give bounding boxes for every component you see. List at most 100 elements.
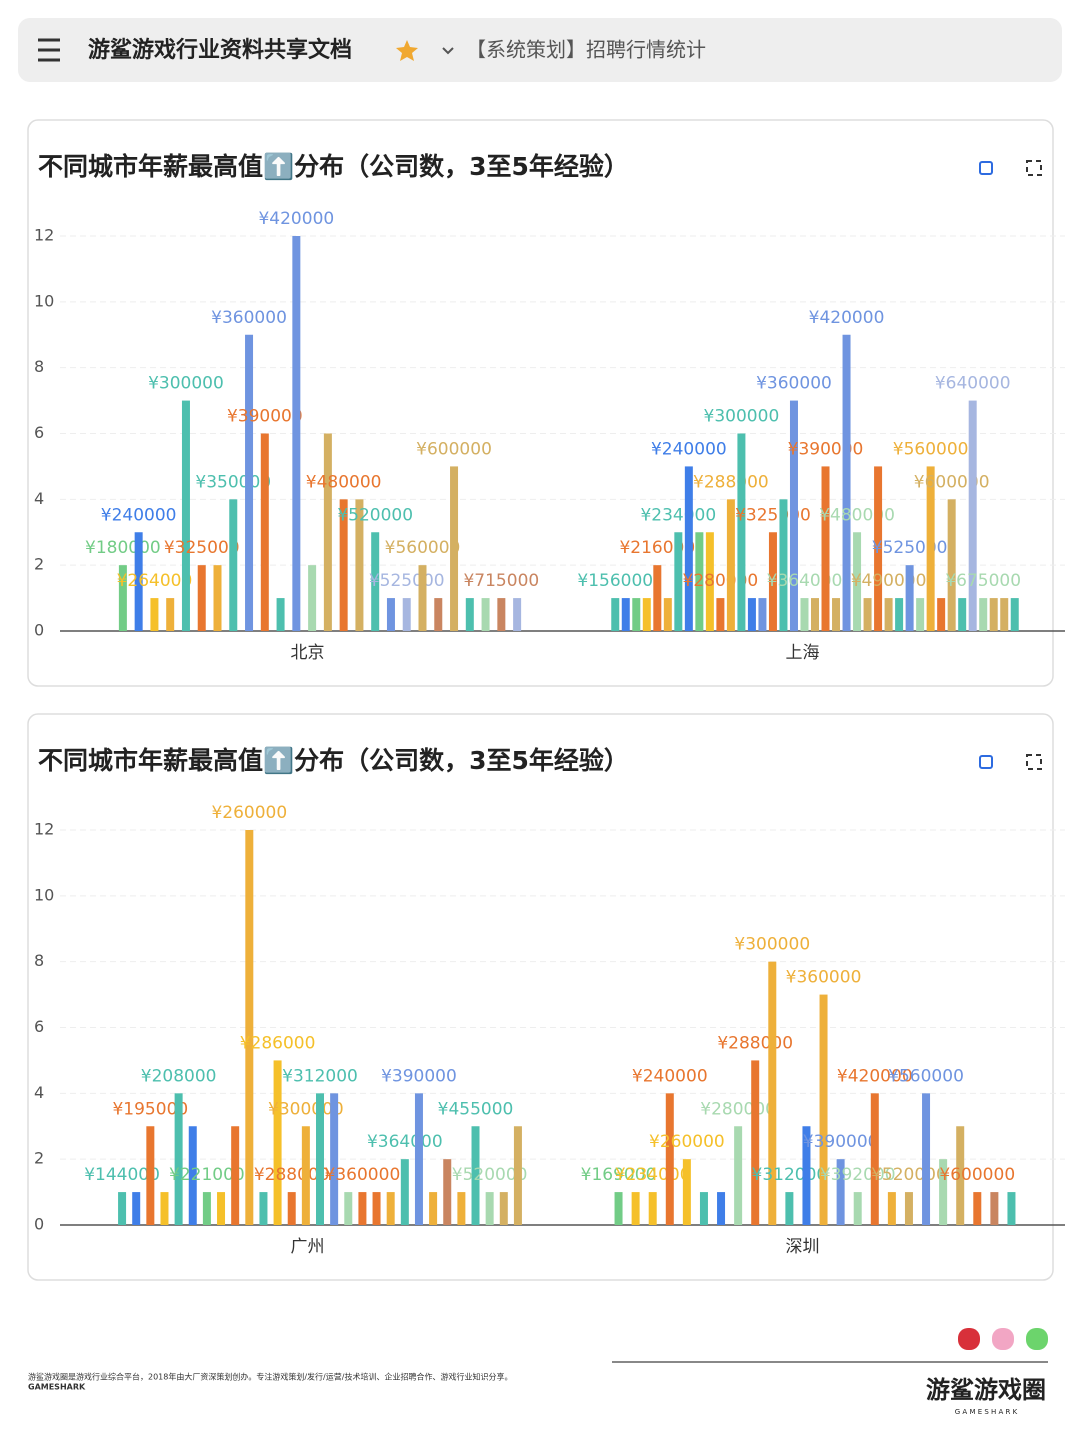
bar-label: ¥360000 bbox=[211, 308, 287, 328]
bar-label: ¥156000 bbox=[577, 571, 653, 591]
y-tick-label: 10 bbox=[34, 291, 54, 310]
bar bbox=[611, 598, 620, 631]
bar-label: ¥364000 bbox=[767, 571, 843, 591]
y-tick-label: 6 bbox=[34, 1017, 44, 1036]
bar bbox=[737, 433, 746, 631]
bar bbox=[497, 598, 506, 631]
bar-label: ¥520000 bbox=[337, 505, 413, 525]
bar bbox=[481, 598, 490, 631]
bar bbox=[1007, 1192, 1016, 1225]
bar bbox=[188, 1126, 197, 1225]
copy-icon[interactable] bbox=[979, 161, 993, 175]
bar bbox=[632, 598, 641, 631]
x-tick-label: 深圳 bbox=[786, 1237, 820, 1257]
bar bbox=[653, 565, 662, 631]
bar bbox=[926, 466, 935, 631]
star-icon[interactable] bbox=[396, 40, 418, 61]
bar bbox=[259, 1192, 268, 1225]
logo: 游鲨游戏圈 bbox=[926, 1376, 1046, 1404]
y-tick-label: 4 bbox=[34, 489, 44, 508]
bar bbox=[429, 1192, 438, 1225]
bar bbox=[802, 1126, 811, 1225]
bar bbox=[863, 598, 872, 631]
bar-label: ¥420000 bbox=[809, 308, 885, 328]
bar bbox=[758, 598, 767, 631]
bar bbox=[292, 236, 301, 631]
bar bbox=[418, 565, 427, 631]
bar bbox=[197, 565, 206, 631]
bar bbox=[785, 1192, 794, 1225]
bar bbox=[648, 1192, 657, 1225]
x-tick-label: 上海 bbox=[786, 643, 820, 663]
bar bbox=[386, 1192, 395, 1225]
bar bbox=[682, 1159, 691, 1225]
bar-label: ¥221000 bbox=[169, 1165, 245, 1185]
bar-label: ¥208000 bbox=[141, 1066, 217, 1086]
bar-label: ¥390000 bbox=[227, 407, 303, 427]
bar bbox=[958, 598, 967, 631]
bar-label: ¥288000 bbox=[254, 1165, 330, 1185]
bar bbox=[973, 1192, 982, 1225]
bar-label: ¥600000 bbox=[416, 439, 492, 459]
bar bbox=[811, 598, 819, 631]
bar bbox=[916, 598, 925, 631]
bar bbox=[939, 1159, 948, 1225]
bar bbox=[443, 1159, 452, 1225]
bar bbox=[414, 1093, 423, 1225]
bar bbox=[614, 1192, 623, 1225]
copy-icon[interactable] bbox=[979, 755, 993, 769]
bar bbox=[118, 1192, 127, 1225]
bar bbox=[663, 598, 672, 631]
bar-label: ¥715000 bbox=[463, 571, 539, 591]
bar-label: ¥350000 bbox=[195, 472, 271, 492]
bar bbox=[717, 1192, 726, 1225]
bar bbox=[457, 1192, 466, 1225]
expand-icon[interactable] bbox=[1026, 754, 1042, 770]
bar-label: ¥300000 bbox=[148, 374, 224, 394]
y-tick-label: 0 bbox=[34, 1215, 44, 1234]
bar bbox=[273, 1060, 282, 1225]
logo-sub: G A M E S H A R K bbox=[955, 1408, 1018, 1416]
bar bbox=[674, 532, 683, 631]
bar-label: ¥525000 bbox=[369, 571, 445, 591]
bar bbox=[245, 334, 254, 631]
bar bbox=[513, 1126, 522, 1225]
bar-label: ¥260000 bbox=[211, 803, 287, 823]
bar-label: ¥360000 bbox=[786, 968, 862, 988]
bar bbox=[134, 532, 143, 631]
top-bar bbox=[18, 18, 1062, 82]
bar-label: ¥288000 bbox=[693, 472, 769, 492]
bar bbox=[699, 1192, 708, 1225]
bar bbox=[344, 1192, 353, 1225]
bar-label: ¥286000 bbox=[240, 1033, 316, 1053]
bar bbox=[465, 598, 474, 631]
bar bbox=[174, 1093, 183, 1225]
y-tick-label: 12 bbox=[34, 226, 54, 245]
bar bbox=[513, 598, 522, 631]
bar bbox=[339, 499, 348, 631]
bar bbox=[301, 1126, 310, 1225]
bar bbox=[499, 1192, 508, 1225]
bar bbox=[434, 598, 443, 631]
bar bbox=[726, 499, 735, 631]
bar bbox=[665, 1093, 674, 1225]
bar bbox=[947, 499, 956, 631]
expand-icon[interactable] bbox=[1026, 160, 1042, 176]
bar-label: ¥490000 bbox=[851, 571, 927, 591]
y-tick-label: 10 bbox=[34, 885, 54, 904]
bar bbox=[355, 499, 364, 631]
bar-label: ¥675000 bbox=[945, 571, 1021, 591]
y-tick-label: 2 bbox=[34, 555, 44, 574]
bar bbox=[402, 598, 411, 631]
bar bbox=[631, 1192, 640, 1225]
x-tick-label: 广州 bbox=[291, 1237, 325, 1257]
bar-label: ¥280000 bbox=[683, 571, 759, 591]
bar bbox=[450, 466, 459, 631]
menu-icon[interactable] bbox=[38, 38, 60, 62]
bar bbox=[895, 598, 904, 631]
bar bbox=[990, 1192, 999, 1225]
chevron[interactable] bbox=[442, 47, 454, 55]
bar bbox=[684, 466, 693, 631]
bar bbox=[276, 598, 285, 631]
